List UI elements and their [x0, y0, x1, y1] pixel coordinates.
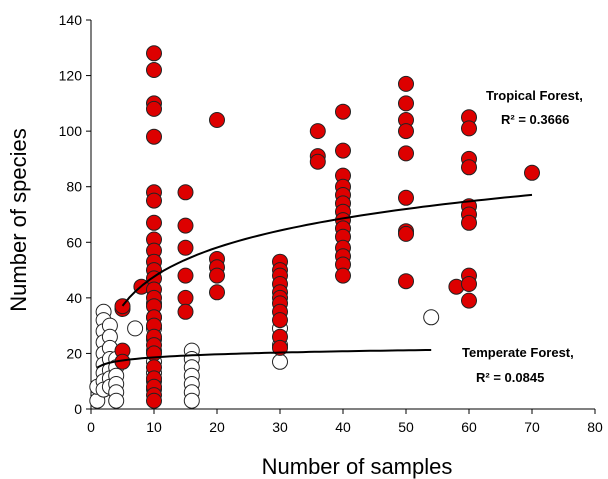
- tropical-point: [146, 192, 162, 209]
- x-tick-label: 70: [524, 419, 540, 435]
- tropical-r2-label: R² = 0.3666: [501, 112, 569, 127]
- x-tick-label: 60: [461, 419, 477, 435]
- y-tick-label: 100: [59, 123, 83, 139]
- temperate-point: [423, 309, 440, 326]
- x-tick-label: 80: [587, 419, 603, 435]
- tropical-point: [209, 267, 225, 284]
- tropical-point: [398, 145, 414, 162]
- tropical-point: [146, 45, 162, 62]
- temperate-point: [183, 392, 200, 409]
- tropical-point: [398, 95, 414, 112]
- y-tick-label: 40: [66, 290, 82, 306]
- tropical-point: [272, 312, 288, 329]
- tropical-point: [177, 184, 194, 201]
- temperate-point: [272, 353, 288, 370]
- y-tick-label: 60: [66, 234, 82, 250]
- x-tick-label: 30: [272, 419, 288, 435]
- y-tick-label: 80: [66, 179, 82, 195]
- tropical-point: [335, 103, 351, 120]
- tropical-point: [146, 214, 162, 231]
- x-tick-label: 50: [398, 419, 414, 435]
- temperate-point: [108, 392, 125, 409]
- tropical-point: [461, 292, 477, 309]
- tropical-point: [398, 189, 414, 206]
- tropical-point: [146, 62, 162, 78]
- tropical-point: [177, 267, 194, 284]
- tropical-point: [398, 273, 414, 290]
- x-tick-label: 40: [335, 419, 351, 435]
- tropical-point: [146, 392, 162, 409]
- tropical-point: [335, 142, 351, 159]
- tropical-point: [146, 128, 162, 145]
- x-axis-title: Number of samples: [262, 454, 453, 479]
- temperate-trend-label: Temperate Forest,: [462, 345, 574, 360]
- temperate-r2-label: R² = 0.0845: [476, 370, 544, 385]
- tropical-point: [398, 75, 414, 92]
- x-tick-label: 10: [146, 419, 162, 435]
- tropical-point: [398, 123, 414, 140]
- axes: 0 10 20 30 40 50 60 70 80 0 20 40 60 80 100 120 140: [59, 12, 603, 435]
- tropical-forest-points: [114, 45, 540, 409]
- tropical-point: [209, 112, 225, 128]
- y-tick-label: 0: [74, 401, 82, 417]
- y-tick-label: 140: [59, 12, 83, 28]
- tropical-point: [309, 123, 326, 140]
- tropical-point: [461, 214, 477, 231]
- tropical-point: [146, 100, 162, 117]
- tropical-point: [461, 159, 477, 176]
- tropical-point: [309, 153, 326, 170]
- tropical-point: [177, 217, 194, 234]
- trend-lines: [96, 193, 533, 369]
- tropical-point: [209, 284, 225, 301]
- y-tick-label: 20: [66, 345, 82, 361]
- tropical-point: [177, 303, 194, 320]
- x-tick-label: 20: [209, 419, 225, 435]
- y-tick-label: 120: [59, 68, 83, 84]
- tropical-point: [177, 289, 194, 306]
- tropical-point: [177, 239, 194, 256]
- y-axis-title: Number of species: [6, 128, 31, 311]
- tropical-point: [524, 164, 540, 181]
- tropical-point: [335, 267, 351, 284]
- tropical-trend-line: [121, 193, 533, 307]
- temperate-trend-line: [96, 349, 432, 369]
- tropical-point: [461, 276, 477, 292]
- tropical-trend-label: Tropical Forest,: [486, 88, 583, 103]
- tropical-point: [461, 120, 477, 137]
- temperate-point: [127, 320, 144, 337]
- tropical-point: [398, 225, 414, 242]
- x-tick-label: 0: [87, 419, 95, 435]
